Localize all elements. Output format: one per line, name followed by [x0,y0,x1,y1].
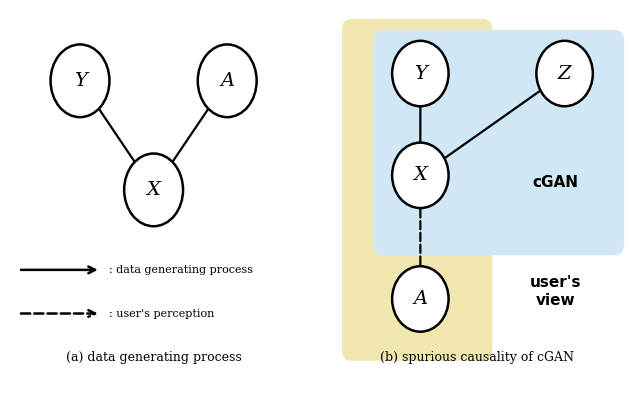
Text: A: A [220,72,234,90]
Text: Z: Z [558,65,572,82]
Circle shape [124,154,183,226]
FancyBboxPatch shape [373,30,624,255]
Text: (b) spurious causality of cGAN: (b) spurious causality of cGAN [380,351,574,364]
Text: : user's perception: : user's perception [109,309,215,318]
Circle shape [536,41,593,106]
Text: X: X [147,181,161,199]
Circle shape [392,143,449,208]
Text: cGAN: cGAN [532,175,578,190]
Text: user's
view: user's view [529,276,581,308]
Text: (a) data generating process: (a) data generating process [66,351,241,364]
Circle shape [392,41,449,106]
Circle shape [392,266,449,332]
Text: Y: Y [414,65,427,82]
Circle shape [198,44,257,117]
Text: Y: Y [74,72,86,90]
Circle shape [51,44,109,117]
Text: : data generating process: : data generating process [109,265,253,275]
FancyBboxPatch shape [342,19,493,361]
Text: A: A [413,290,428,308]
Text: X: X [413,166,428,184]
